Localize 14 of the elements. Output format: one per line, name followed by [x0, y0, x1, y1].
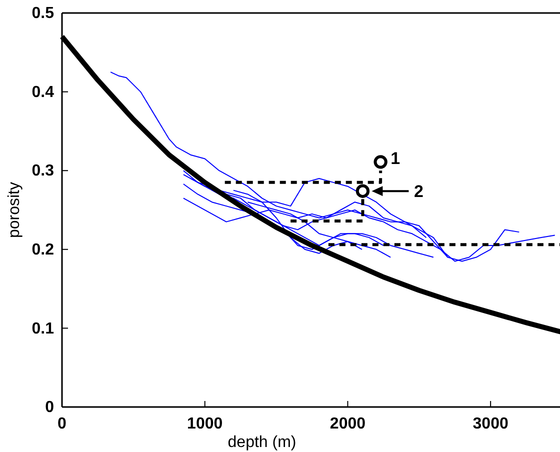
y-tick-label: 0.4: [32, 84, 54, 101]
annotation: 2: [414, 182, 424, 202]
y-axis-title: porosity: [6, 182, 23, 238]
y-tick-label: 0: [45, 399, 54, 416]
x-tick-label: 3000: [472, 415, 508, 432]
y-tick-label: 0.2: [32, 242, 54, 259]
y-tick-label: 0.5: [32, 5, 54, 22]
x-axis-title: depth (m): [228, 434, 296, 451]
x-tick-label: 2000: [330, 415, 366, 432]
y-tick-label: 0.3: [32, 162, 54, 180]
x-tick-label: 0: [58, 415, 67, 432]
annotation: 1: [390, 148, 400, 168]
x-tick-label: 1000: [187, 415, 223, 432]
y-tick-label: 0.1: [32, 320, 54, 338]
